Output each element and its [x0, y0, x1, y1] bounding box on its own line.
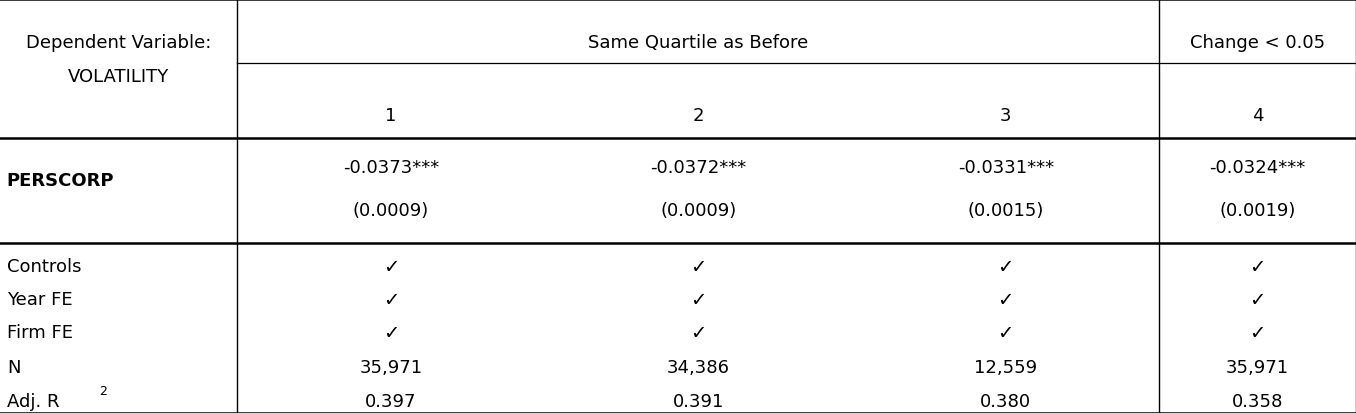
- Text: 12,559: 12,559: [974, 358, 1037, 377]
- Text: ✓: ✓: [690, 290, 706, 309]
- Text: Adj. R: Adj. R: [7, 392, 60, 410]
- Text: ✓: ✓: [382, 257, 399, 276]
- Text: Same Quartile as Before: Same Quartile as Before: [589, 34, 808, 52]
- Text: 0.380: 0.380: [980, 392, 1032, 410]
- Text: ✓: ✓: [998, 257, 1014, 276]
- Text: ✓: ✓: [382, 290, 399, 309]
- Text: 1: 1: [385, 107, 397, 125]
- Text: -0.0373***: -0.0373***: [343, 158, 439, 176]
- Text: ✓: ✓: [1249, 323, 1267, 342]
- Text: 35,971: 35,971: [1226, 358, 1290, 377]
- Text: 34,386: 34,386: [667, 358, 730, 377]
- Text: 0.391: 0.391: [673, 392, 724, 410]
- Text: (0.0015): (0.0015): [968, 202, 1044, 220]
- Text: Change < 0.05: Change < 0.05: [1191, 34, 1325, 52]
- Text: Controls: Controls: [7, 257, 81, 275]
- Text: PERSCORP: PERSCORP: [7, 172, 114, 190]
- Text: 4: 4: [1252, 107, 1264, 125]
- Text: -0.0324***: -0.0324***: [1210, 158, 1306, 176]
- Text: Year FE: Year FE: [7, 290, 72, 309]
- Text: ✓: ✓: [690, 323, 706, 342]
- Text: ✓: ✓: [1249, 257, 1267, 276]
- Text: (0.0019): (0.0019): [1219, 202, 1296, 220]
- Text: 0.397: 0.397: [365, 392, 416, 410]
- Text: Firm FE: Firm FE: [7, 323, 73, 342]
- Text: Dependent Variable:: Dependent Variable:: [26, 34, 212, 52]
- Text: (0.0009): (0.0009): [353, 202, 428, 220]
- Text: -0.0331***: -0.0331***: [957, 158, 1054, 176]
- Text: ✓: ✓: [690, 257, 706, 276]
- Text: 2: 2: [99, 384, 107, 397]
- Text: N: N: [7, 358, 20, 377]
- Text: 3: 3: [999, 107, 1012, 125]
- Text: 0.358: 0.358: [1233, 392, 1283, 410]
- Text: (0.0009): (0.0009): [660, 202, 736, 220]
- Text: 2: 2: [693, 107, 704, 125]
- Text: VOLATILITY: VOLATILITY: [68, 67, 170, 85]
- Text: ✓: ✓: [382, 323, 399, 342]
- Text: ✓: ✓: [998, 290, 1014, 309]
- Text: ✓: ✓: [998, 323, 1014, 342]
- Text: ✓: ✓: [1249, 290, 1267, 309]
- Text: 35,971: 35,971: [359, 358, 423, 377]
- Text: -0.0372***: -0.0372***: [651, 158, 746, 176]
